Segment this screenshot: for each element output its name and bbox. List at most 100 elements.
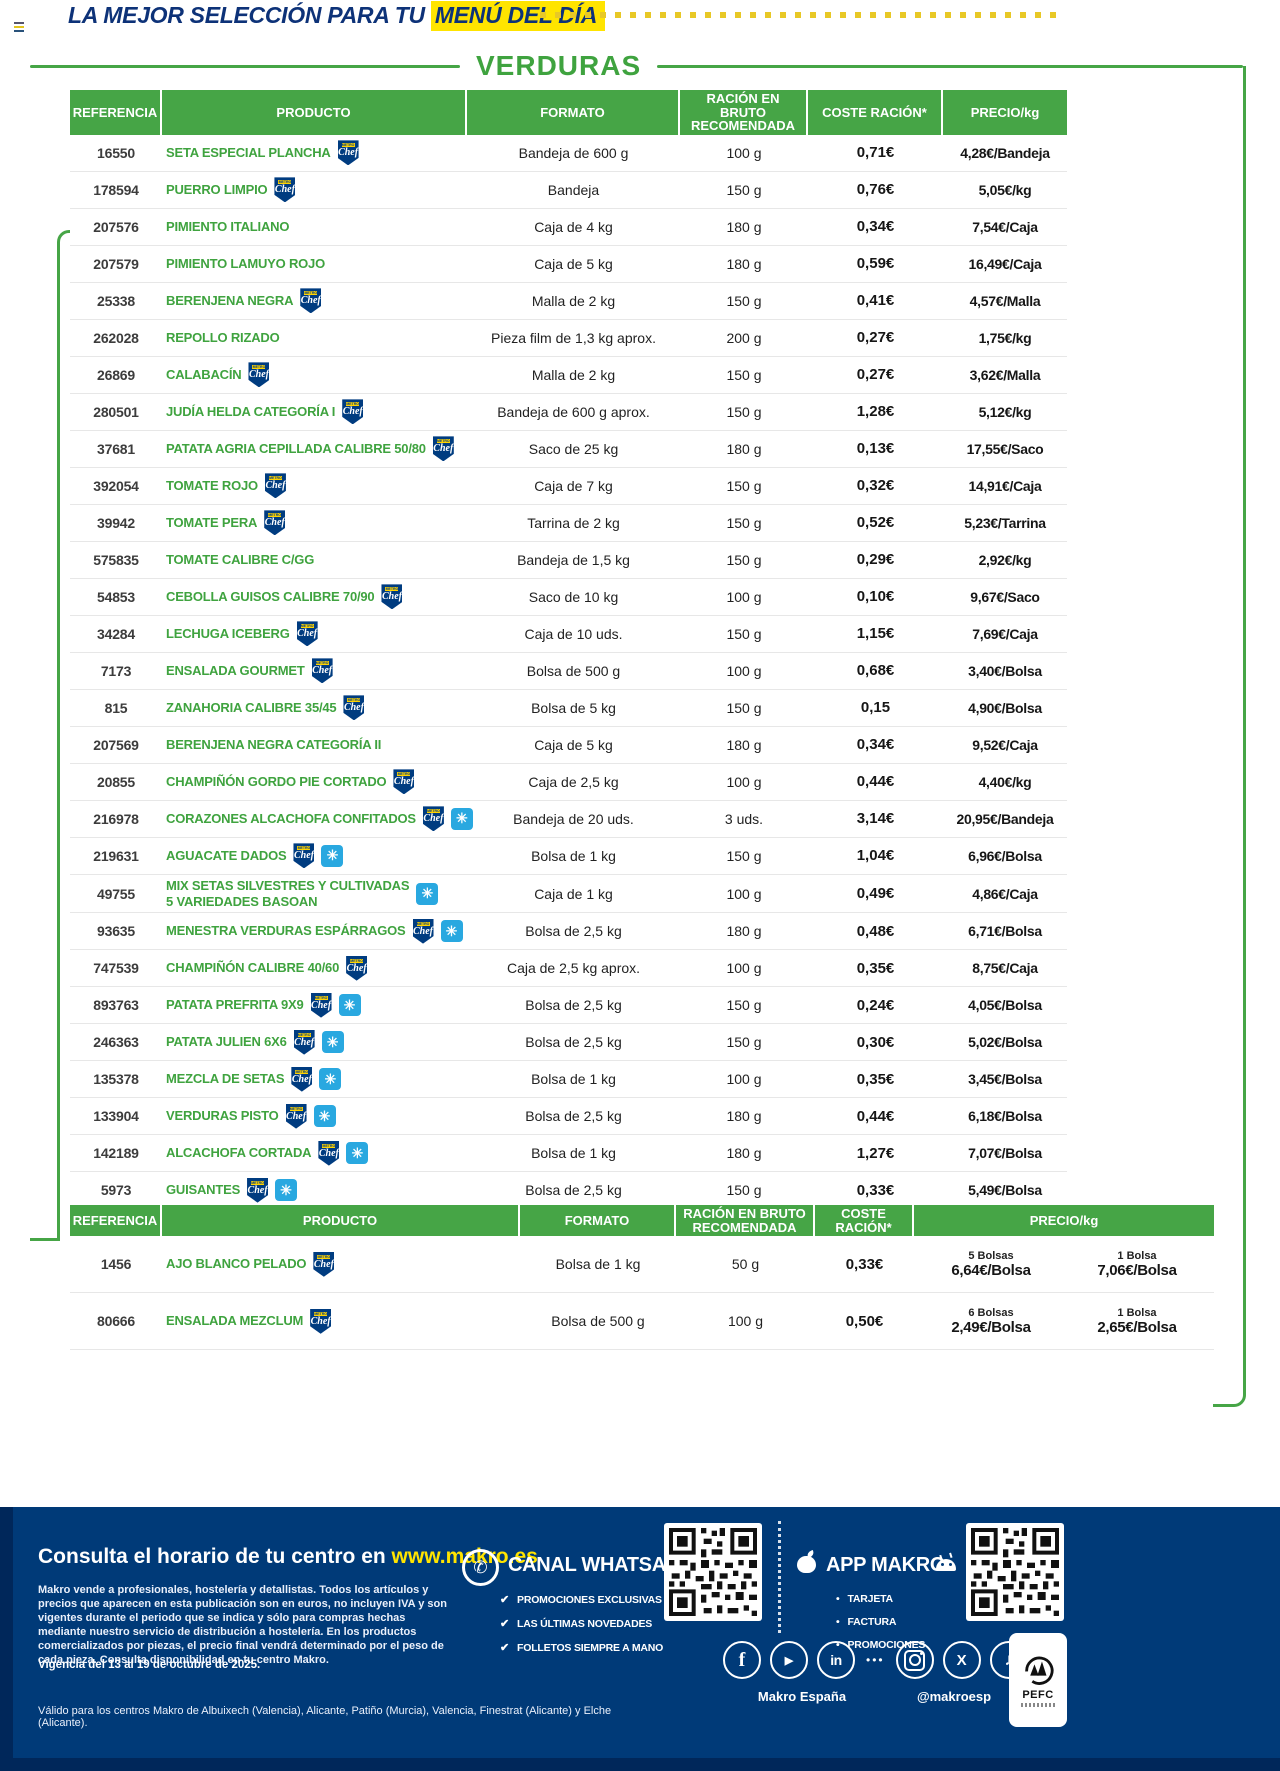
product-ref: 178594 [93,181,139,198]
page-title-text: LA MEJOR SELECCIÓN PARA TU [68,2,431,28]
product-ref: 142189 [93,1145,139,1162]
metro-chef-badge: METRO Chef [318,1140,340,1166]
product-name-cell: ALCACHOFA CORTADA METRO Chef ✳ [162,1138,467,1169]
product-price: 16,49€/Caja [968,255,1042,272]
facebook-icon: f [723,1641,761,1679]
app-makro-title: APP MAKRO [826,1554,946,1576]
product-portion-cost: 0,50€ [845,1312,884,1330]
product-portion: 180 g [726,736,762,753]
product-price: 1,75€/kg [978,329,1032,346]
table-row: 49755 MIX SETAS SILVESTRES Y CULTIVADAS 5… [70,874,1067,914]
whatsapp-benefit: ✔ LAS ÚLTIMAS NOVEDADES [500,1617,663,1631]
product-name: MEZCLA DE SETAS [166,1071,285,1087]
validity-text: Vigencia del 13 al 19 de octubre de 2025… [38,1659,261,1671]
bulk-price: 5 Bolsas 6,64€/Bolsa [951,1249,1031,1279]
metro-chef-badge: METRO Chef [300,288,322,314]
metro-chef-badge: METRO Chef [311,658,333,684]
product-name-cell: TOMATE CALIBRE C/GG [162,549,467,571]
table-row: 392054 TOMATE ROJO METRO Chef Caja de 7 k… [70,467,1067,505]
product-name-cell: MENESTRA VERDURAS ESPÁRRAGOS METRO Chef ✳ [162,916,467,947]
product-portion-cost: 0,76€ [856,181,895,199]
product-name-cell: ENSALADA MEZCLUM METRO Chef [162,1306,520,1337]
product-price-group: 6 Bolsas 2,49€/Bolsa 1 Bolsa 2,65€/Bolsa [914,1304,1214,1339]
product-name-cell: PATATA AGRIA CEPILLADA CALIBRE 50/80 MET… [162,433,467,464]
table-row: 262028 REPOLLO RIZADO Pieza film de 1,3 … [70,319,1067,357]
bullet-icon: • [836,1616,840,1628]
pefc-tree-icon [1025,1656,1054,1685]
print-registration-mark [14,22,24,32]
unit-price: 1 Bolsa 7,06€/Bolsa [1097,1249,1177,1279]
frame-left-foot [30,1238,58,1241]
product-name: CORAZONES ALCACHOFA CONFITADOS [166,811,416,827]
product-format: Malla de 2 kg [531,292,616,309]
product-portion: 100 g [726,1071,762,1088]
product-name-cell: TOMATE ROJO METRO Chef [162,470,467,501]
product-portion-cost: 0,29€ [856,551,895,569]
metro-chef-badge: METRO Chef [247,1177,269,1203]
pefc-cert-code [1021,1703,1055,1707]
product-price: 4,28€/Bandeja [960,144,1050,161]
product-price: 6,96€/Bolsa [968,847,1042,864]
table-row: 207576 PIMIENTO ITALIANO Caja de 4 kg 18… [70,208,1067,246]
product-price: 2,92€/kg [978,551,1032,568]
product-name-cell: BERENJENA NEGRA CATEGORÍA II [162,734,467,756]
table-row: 26869 CALABACÍN METRO Chef Malla de 2 kg … [70,356,1067,394]
table-row: 142189 ALCACHOFA CORTADA METRO Chef ✳ Bol… [70,1135,1067,1173]
products-table-header: REFERENCIA PRODUCTO FORMATO RACIÓN EN BR… [70,90,1067,135]
table-row: 135378 MEZCLA DE SETAS METRO Chef ✳ Bolsa… [70,1061,1067,1099]
product-portion: 100 g [726,773,762,790]
metro-chef-badge: METRO Chef [285,1103,307,1129]
col-producto: PRODUCTO [162,1205,520,1237]
product-ref: 219631 [93,847,139,864]
product-name-cell: PIMIENTO ITALIANO [162,216,467,238]
product-format: Bolsa de 2,5 kg [525,1108,622,1125]
product-name: TOMATE ROJO [166,478,258,494]
product-portion-cost: 0,24€ [856,996,895,1014]
product-format: Tarrina de 2 kg [527,514,620,531]
ellipsis-icon: ••• [866,1653,885,1667]
product-price: 3,62€/Malla [969,366,1041,383]
product-price: 4,86€/Caja [972,885,1038,902]
social-label-handle: @makroesp [916,1689,992,1704]
product-portion: 100 g [726,144,762,161]
app-benefit: • FACTURA [836,1616,925,1628]
whatsapp-benefit-label: PROMOCIONES EXCLUSIVAS [517,1593,662,1606]
product-portion-cost: 0,35€ [856,1070,895,1088]
product-name: ZANAHORIA CALIBRE 35/45 [166,700,337,716]
product-format: Bolsa de 1 kg [531,1145,616,1162]
metro-chef-badge: METRO Chef [310,992,332,1018]
product-name: PATATA AGRIA CEPILLADA CALIBRE 50/80 [166,441,426,457]
product-format: Caja de 7 kg [534,477,613,494]
app-qr-code [966,1523,1064,1621]
table-row: 25338 BERENJENA NEGRA METRO Chef Malla de… [70,282,1067,320]
footer-edge-bottom [0,1758,1280,1771]
table-row: 5973 GUISANTES METRO Chef ✳ Bolsa de 2,5 … [70,1172,1067,1210]
products-table-body: 16550 SETA ESPECIAL PLANCHA METRO Chef Ba… [70,134,1067,1210]
product-format: Bolsa de 1 kg [555,1256,641,1273]
table-row: 1456 AJO BLANCO PELADO METRO Chef Bolsa d… [70,1236,1214,1294]
product-name-cell: PUERRO LIMPIO METRO Chef [162,174,467,205]
pefc-logo: PEFC [1009,1633,1067,1727]
product-price: 5,23€/Tarrina [964,514,1046,531]
product-price: 4,05€/Bolsa [968,997,1042,1014]
product-portion-cost: 0,33€ [845,1255,884,1273]
product-name-cell: JUDÍA HELDA CATEGORÍA I METRO Chef [162,396,467,427]
instagram-icon [895,1641,934,1679]
product-portion: 200 g [726,329,762,346]
table-row: 219631 AGUACATE DADOS METRO Chef ✳ Bolsa … [70,837,1067,875]
page-title: LA MEJOR SELECCIÓN PARA TU MENÚ DEL DÍA [68,1,606,31]
table-row: 893763 PATATA PREFRITA 9X9 METRO Chef ✳ B… [70,987,1067,1025]
whatsapp-icon: ✆ [462,1549,499,1586]
product-price: 5,12€/kg [978,403,1032,420]
product-price: 6,71€/Bolsa [968,923,1042,940]
product-portion-cost: 0,48€ [856,922,895,940]
table-row: 815 ZANAHORIA CALIBRE 35/45 METRO Chef Bo… [70,689,1067,727]
legal-text: Makro vende a profesionales, hostelería … [38,1584,447,1666]
product-price-group: 5 Bolsas 6,64€/Bolsa 1 Bolsa 7,06€/Bolsa [914,1247,1214,1282]
product-ref: 7173 [100,662,132,679]
metro-chef-badge: METRO Chef [432,436,454,462]
product-format: Bolsa de 2,5 kg [525,923,622,940]
product-name: CALABACÍN [166,367,242,383]
product-ref: 93635 [97,923,135,940]
col-coste: COSTE RACIÓN* [815,1205,914,1237]
